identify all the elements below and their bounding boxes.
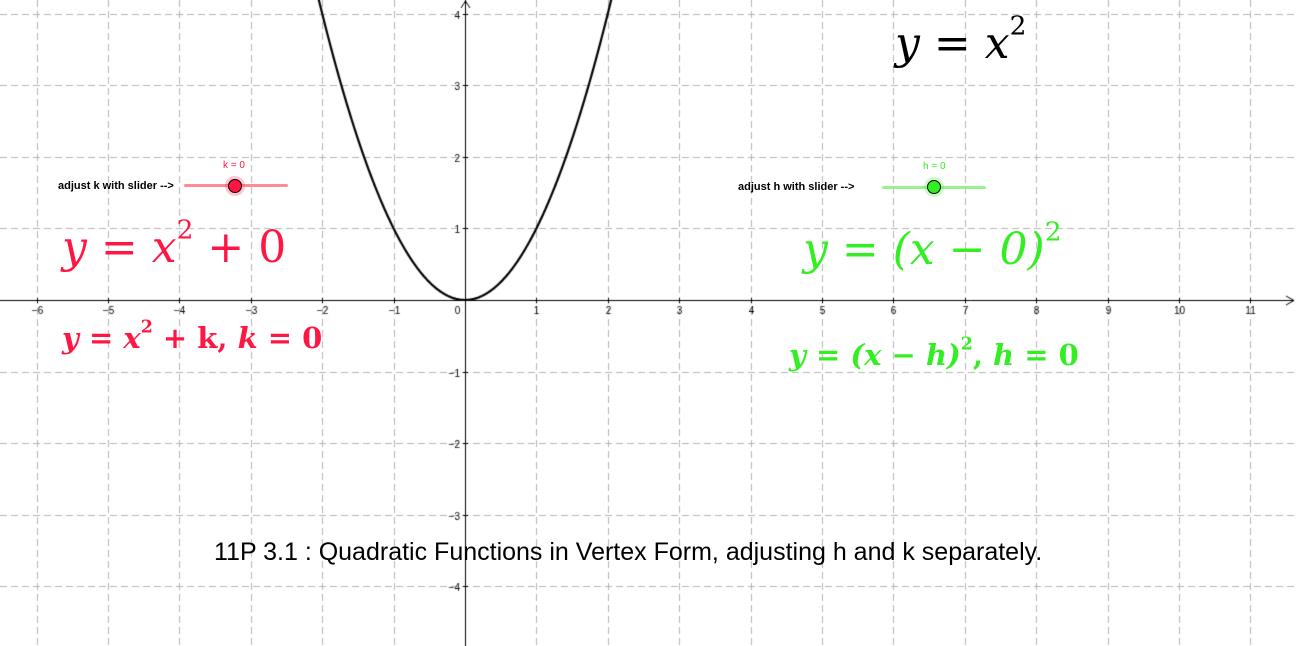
- k-slider-caption: adjust k with slider -->: [58, 180, 174, 192]
- equation-parent: y = x2: [895, 10, 1027, 69]
- k-slider-handle[interactable]: [228, 179, 242, 193]
- h-equation-large: y = (x − 0)2: [803, 216, 1062, 275]
- k-slider-value-label: k = 0: [223, 160, 245, 171]
- k-equation-large: y = x2 + 0: [62, 214, 287, 273]
- k-equation-general: y = x2 + k, k = 0: [62, 317, 323, 355]
- h-slider-value-label: h = 0: [923, 161, 946, 172]
- h-slider-handle[interactable]: [927, 180, 941, 194]
- h-slider-caption: adjust h with slider -->: [738, 181, 855, 193]
- h-equation-general: y = (x − h)2, h = 0: [789, 334, 1079, 372]
- worksheet-caption: 11P 3.1 : Quadratic Functions in Vertex …: [214, 538, 1043, 566]
